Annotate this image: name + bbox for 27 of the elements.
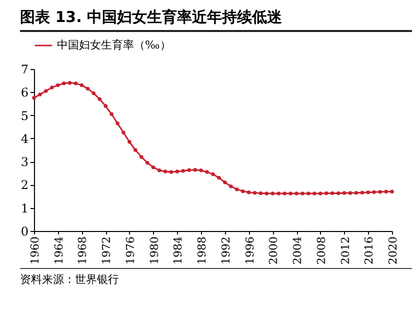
x-tick-label: 1992 — [219, 236, 232, 264]
x-tick-label: 1984 — [172, 236, 185, 264]
y-tick-label: 0 — [20, 224, 28, 238]
x-tick-label: 2012 — [338, 236, 352, 264]
x-tick-label: 2000 — [267, 236, 280, 264]
y-tick-label: 7 — [20, 62, 28, 76]
x-tick-label: 1976 — [124, 236, 137, 264]
text: 资料来源：世界银行 — [20, 268, 412, 287]
y-tick-label: 4 — [20, 132, 29, 146]
x-tick-label: 1960 — [28, 236, 42, 264]
x-tick-label: 2004 — [291, 236, 304, 264]
chart-title: 图表 13. 中国妇女生育率近年持续低迷 — [20, 8, 412, 32]
x-tick-label: 1980 — [148, 236, 161, 264]
legend-label: 中国妇女生育率（‰） — [57, 38, 171, 52]
x-tick-label: 2020 — [386, 236, 400, 264]
y-tick-label: 3 — [20, 155, 28, 170]
x-tick-label: 1996 — [243, 236, 256, 264]
x-tick-label: 1964 — [52, 236, 66, 264]
x-tick-label: 2016 — [362, 236, 376, 264]
y-tick-label: 1 — [20, 201, 28, 216]
x-tick-label: 1972 — [100, 236, 114, 264]
x-tick-label: 2008 — [314, 236, 328, 264]
x-tick-label: 1968 — [76, 236, 90, 264]
y-tick-label: 5 — [20, 108, 28, 123]
x-tick-label: 1988 — [196, 236, 209, 264]
y-tick-label: 2 — [20, 178, 28, 192]
y-tick-label: 6 — [20, 86, 28, 100]
